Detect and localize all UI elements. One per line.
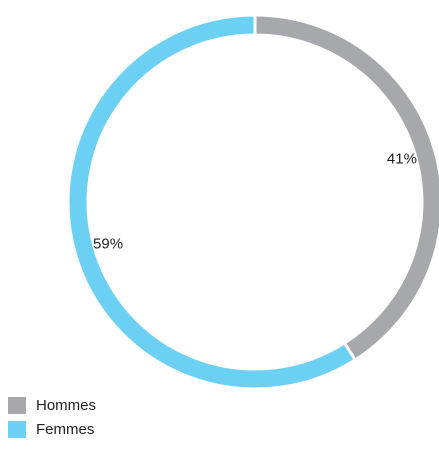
legend-swatch-hommes — [8, 396, 26, 414]
legend-item-hommes: Hommes — [8, 393, 96, 417]
legend-label-femmes: Femmes — [36, 420, 95, 438]
donut-slice-femmes — [66, 13, 358, 391]
legend-item-femmes: Femmes — [8, 417, 96, 441]
legend-label-hommes: Hommes — [36, 396, 97, 414]
donut-chart: 41% 59% — [66, 13, 439, 391]
data-label-hommes: 41% — [387, 150, 417, 167]
legend-swatch-femmes — [8, 420, 26, 438]
donut-data-labels: 41% 59% — [93, 150, 417, 252]
donut-slices — [66, 13, 439, 391]
chart-legend: Hommes Femmes — [8, 393, 96, 441]
donut-slice-hommes — [253, 13, 439, 362]
data-label-femmes: 59% — [93, 236, 123, 253]
